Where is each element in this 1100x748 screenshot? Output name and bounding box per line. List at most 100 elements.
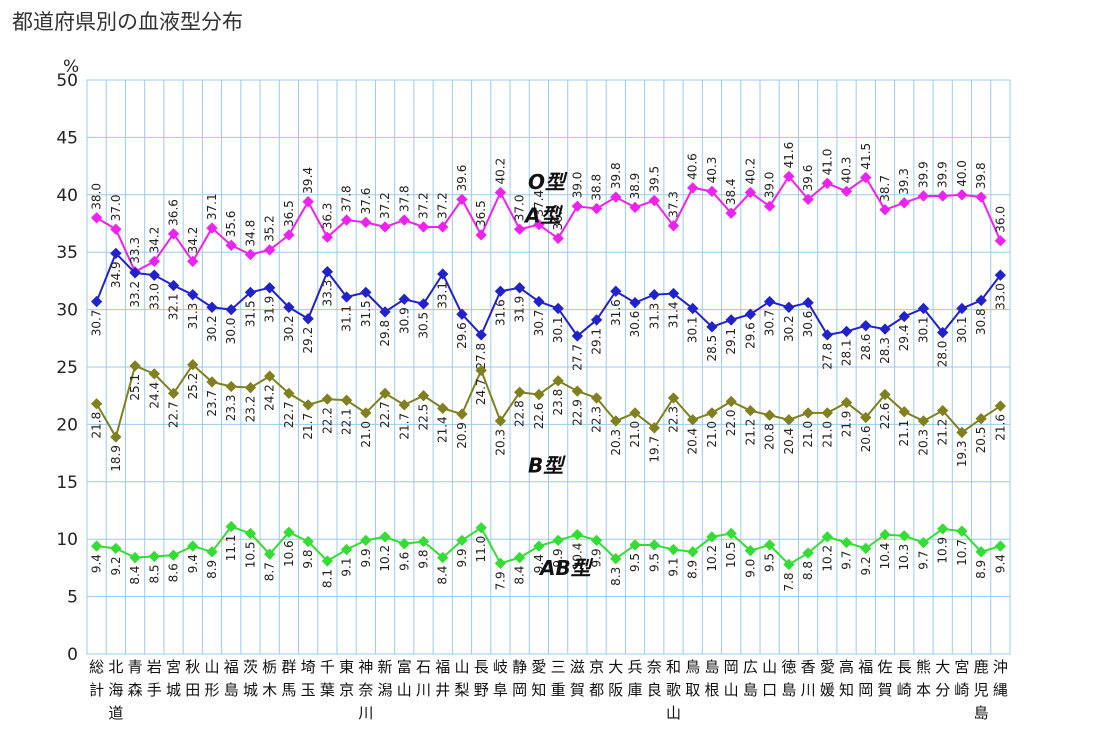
data-label: 22.6: [532, 403, 546, 430]
data-point: [552, 232, 564, 245]
data-label: 33.3: [128, 237, 142, 264]
data-label: 9.7: [916, 551, 930, 570]
data-point: [590, 202, 603, 215]
data-point: [283, 301, 295, 313]
data-label: 24.4: [147, 382, 161, 409]
data-point: [917, 190, 930, 202]
y-tick-label: 30: [56, 301, 78, 321]
data-label: 34.8: [243, 220, 257, 247]
data-point: [725, 314, 737, 326]
data-label: 37.2: [417, 192, 431, 219]
data-label: 9.5: [628, 553, 642, 572]
data-label: 9.9: [359, 548, 373, 567]
data-label: 33.0: [993, 283, 1007, 310]
data-label: 38.0: [90, 183, 104, 210]
data-label: 28.5: [705, 335, 719, 362]
data-label: 37.0: [109, 195, 123, 222]
data-label: 30.7: [90, 310, 104, 337]
data-point: [802, 407, 814, 419]
data-point: [187, 359, 199, 371]
data-point: [629, 297, 641, 309]
data-point: [321, 555, 334, 567]
data-point: [590, 392, 603, 404]
data-label: 8.8: [801, 561, 815, 580]
data-point: [552, 534, 564, 547]
data-label: 22.5: [417, 404, 431, 431]
data-label: 38.9: [628, 173, 642, 200]
data-point: [571, 528, 584, 541]
data-label: 20.4: [686, 428, 700, 455]
data-label: 9.2: [859, 556, 873, 575]
data-point: [340, 543, 353, 556]
data-label: 29.6: [743, 322, 757, 349]
x-tick-label: 宮崎: [954, 658, 969, 699]
data-label: 25.1: [128, 374, 142, 401]
data-point: [802, 547, 814, 559]
data-label: 33.0: [147, 283, 161, 310]
data-point: [148, 550, 160, 563]
x-tick-label: 福井: [435, 658, 450, 699]
x-tick-label: 長野: [474, 658, 489, 699]
data-label: 37.0: [513, 195, 527, 222]
data-label: 29.1: [590, 328, 604, 355]
y-tick-label: 45: [56, 128, 78, 148]
data-label: 20.3: [493, 429, 507, 456]
data-point: [360, 534, 372, 547]
data-point: [725, 527, 737, 540]
data-label: 28.1: [840, 339, 854, 366]
x-tick-label: 北海道: [108, 658, 123, 722]
data-label: 39.4: [301, 167, 315, 194]
data-point: [879, 528, 891, 541]
data-label: 7.9: [493, 571, 507, 590]
data-label: 31.5: [359, 300, 373, 327]
data-label: 22.2: [320, 407, 334, 434]
data-point: [975, 191, 987, 203]
data-label: 39.3: [897, 168, 911, 195]
data-point: [225, 239, 237, 251]
data-label: 33.2: [128, 281, 142, 308]
data-label: 27.7: [570, 344, 584, 371]
data-label: 39.9: [936, 161, 950, 188]
data-point: [744, 404, 757, 417]
data-label: 21.0: [359, 421, 373, 448]
data-point: [129, 551, 141, 564]
data-label: 11.0: [474, 536, 488, 563]
data-point: [494, 557, 507, 569]
data-point: [302, 399, 314, 411]
data-label: 9.4: [90, 554, 104, 573]
data-point: [571, 330, 584, 342]
data-point: [148, 255, 160, 268]
data-label: 29.1: [724, 328, 738, 355]
data-point: [956, 189, 968, 201]
x-tick-label: 青森: [128, 658, 143, 699]
y-tick-label: 40: [56, 186, 78, 206]
x-tick-label: 埼玉: [301, 658, 316, 699]
data-label: 24.2: [263, 384, 277, 411]
data-point: [417, 221, 430, 233]
data-label: 9.9: [590, 548, 604, 567]
data-label: 29.8: [378, 320, 392, 347]
data-label: 20.3: [609, 429, 623, 456]
data-label: 30.0: [224, 318, 238, 345]
data-point: [994, 400, 1007, 412]
data-label: 30.8: [974, 308, 988, 335]
data-point: [302, 196, 314, 208]
data-point: [167, 549, 180, 561]
data-point: [840, 185, 853, 198]
data-label: 31.9: [513, 296, 527, 323]
data-label: 10.4: [878, 543, 892, 570]
data-label: 36.2: [551, 204, 565, 231]
data-point: [994, 540, 1007, 552]
data-point: [533, 540, 545, 552]
data-label: 19.7: [647, 436, 661, 463]
data-point: [898, 406, 910, 418]
data-label: 10.7: [955, 539, 969, 566]
data-label: 20.4: [782, 428, 796, 455]
data-label: 21.2: [936, 419, 950, 446]
x-tick-label: 奈良: [647, 658, 662, 699]
data-point: [687, 546, 699, 558]
data-point: [417, 390, 430, 402]
data-point: [687, 414, 699, 426]
data-label: 8.3: [609, 567, 623, 586]
data-point: [667, 392, 680, 404]
